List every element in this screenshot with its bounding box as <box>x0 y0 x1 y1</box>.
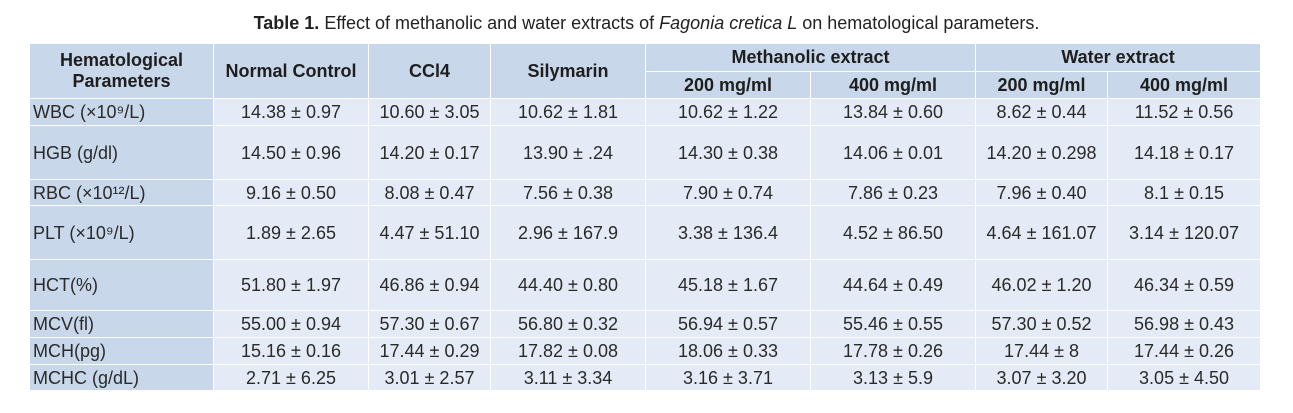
value-cell: 51.80 ± 1.97 <box>213 259 369 311</box>
parameter-cell: RBC (×10¹²/L) <box>29 179 214 206</box>
header-water-200: 200 mg/ml <box>975 71 1109 99</box>
header-ccl4: CCl4 <box>368 43 491 99</box>
value-cell: 14.30 ± 0.38 <box>645 125 811 180</box>
value-cell: 10.62 ± 1.81 <box>490 98 646 126</box>
caption-text-before: Effect of methanolic and water extracts … <box>319 13 660 33</box>
value-cell: 57.30 ± 0.67 <box>368 310 491 338</box>
value-cell: 3.38 ± 136.4 <box>645 205 811 260</box>
value-cell: 17.78 ± 0.26 <box>809 337 977 365</box>
value-cell: 44.40 ± 0.80 <box>490 259 646 311</box>
value-cell: 8.08 ± 0.47 <box>368 179 491 206</box>
value-cell: 1.89 ± 2.65 <box>213 205 369 260</box>
parameter-cell: HCT(%) <box>29 259 214 311</box>
value-cell: 14.20 ± 0.298 <box>975 125 1109 180</box>
value-cell: 14.38 ± 0.97 <box>213 98 369 126</box>
value-cell: 10.62 ± 1.22 <box>645 98 811 126</box>
value-cell: 3.11 ± 3.34 <box>490 364 646 391</box>
value-cell: 3.07 ± 3.20 <box>975 364 1109 391</box>
parameter-cell: MCV(fl) <box>29 310 214 338</box>
value-cell: 9.16 ± 0.50 <box>213 179 369 206</box>
caption-text-after: on hematological parameters. <box>797 13 1040 33</box>
value-cell: 13.90 ± .24 <box>490 125 646 180</box>
value-cell: 15.16 ± 0.16 <box>213 337 369 365</box>
value-cell: 45.18 ± 1.67 <box>645 259 811 311</box>
value-cell: 4.64 ± 161.07 <box>975 205 1109 260</box>
value-cell: 46.34 ± 0.59 <box>1107 259 1262 311</box>
value-cell: 55.46 ± 0.55 <box>809 310 977 338</box>
caption-species: Fagonia cretica L <box>659 13 798 33</box>
value-cell: 17.82 ± 0.08 <box>490 337 646 365</box>
value-cell: 4.47 ± 51.10 <box>368 205 491 260</box>
table-row: HCT(%) 51.80 ± 1.97 46.86 ± 0.94 44.40 ± 0.… <box>29 259 1262 311</box>
value-cell: 14.06 ± 0.01 <box>809 125 977 180</box>
value-cell: 2.71 ± 6.25 <box>213 364 369 391</box>
value-cell: 3.05 ± 4.50 <box>1107 364 1262 391</box>
header-hematological-parameters: Hematological Parameters <box>29 43 214 99</box>
value-cell: 14.18 ± 0.17 <box>1107 125 1262 180</box>
value-cell: 7.96 ± 0.40 <box>975 179 1109 206</box>
caption-label: Table 1. <box>253 13 320 33</box>
table-row: MCV(fl) 55.00 ± 0.94 57.30 ± 0.67 56.80 ± 0… <box>29 310 1262 338</box>
value-cell: 3.13 ± 5.9 <box>809 364 977 391</box>
value-cell: 7.56 ± 0.38 <box>490 179 646 206</box>
value-cell: 10.60 ± 3.05 <box>368 98 491 126</box>
value-cell: 8.1 ± 0.15 <box>1107 179 1262 206</box>
header-normal-control: Normal Control <box>213 43 369 99</box>
header-silymarin: Silymarin <box>490 43 646 99</box>
value-cell: 55.00 ± 0.94 <box>213 310 369 338</box>
value-cell: 3.16 ± 3.71 <box>645 364 811 391</box>
value-cell: 18.06 ± 0.33 <box>645 337 811 365</box>
table-row: WBC (×10⁹/L) 14.38 ± 0.97 10.60 ± 3.05 10.6… <box>29 98 1262 126</box>
value-cell: 44.64 ± 0.49 <box>809 259 977 311</box>
value-cell: 56.98 ± 0.43 <box>1107 310 1262 338</box>
value-cell: 13.84 ± 0.60 <box>809 98 977 126</box>
header-methanolic-200: 200 mg/ml <box>645 71 811 99</box>
value-cell: 11.52 ± 0.56 <box>1107 98 1262 126</box>
value-cell: 46.86 ± 0.94 <box>368 259 491 311</box>
parameter-cell: MCH(pg) <box>29 337 214 365</box>
value-cell: 3.01 ± 2.57 <box>368 364 491 391</box>
header-water-extract: Water extract <box>975 43 1262 72</box>
header-methanolic-400: 400 mg/ml <box>809 71 977 99</box>
value-cell: 7.86 ± 0.23 <box>809 179 977 206</box>
value-cell: 7.90 ± 0.74 <box>645 179 811 206</box>
parameter-cell: PLT (×10⁹/L) <box>29 205 214 260</box>
parameter-cell: MCHC (g/dL) <box>29 364 214 391</box>
value-cell: 17.44 ± 0.29 <box>368 337 491 365</box>
value-cell: 17.44 ± 0.26 <box>1107 337 1262 365</box>
hematology-table: Hematological Parameters Normal Control … <box>29 43 1262 391</box>
table-row: HGB (g/dl) 14.50 ± 0.96 14.20 ± 0.17 13.90 … <box>29 125 1262 180</box>
value-cell: 46.02 ± 1.20 <box>975 259 1109 311</box>
table-row: PLT (×10⁹/L) 1.89 ± 2.65 4.47 ± 51.10 2.96 … <box>29 205 1262 260</box>
value-cell: 14.50 ± 0.96 <box>213 125 369 180</box>
header-methanolic-extract: Methanolic extract <box>644 43 977 72</box>
value-cell: 56.94 ± 0.57 <box>645 310 811 338</box>
parameter-cell: HGB (g/dl) <box>29 125 214 180</box>
table-caption: Table 1. Effect of methanolic and water … <box>0 10 1293 36</box>
value-cell: 2.96 ± 167.9 <box>490 205 646 260</box>
table-row: RBC (×10¹²/L) 9.16 ± 0.50 8.08 ± 0.47 7.56 … <box>29 179 1262 206</box>
value-cell: 3.14 ± 120.07 <box>1107 205 1262 260</box>
value-cell: 57.30 ± 0.52 <box>975 310 1109 338</box>
table-row: MCHC (g/dL) 2.71 ± 6.25 3.01 ± 2.57 3.11 ± … <box>29 364 1262 391</box>
parameter-cell: WBC (×10⁹/L) <box>29 98 214 126</box>
value-cell: 17.44 ± 8 <box>975 337 1109 365</box>
value-cell: 4.52 ± 86.50 <box>809 205 977 260</box>
value-cell: 8.62 ± 0.44 <box>975 98 1109 126</box>
table-row: MCH(pg) 15.16 ± 0.16 17.44 ± 0.29 17.82 ± 0… <box>29 337 1262 365</box>
value-cell: 56.80 ± 0.32 <box>490 310 646 338</box>
header-water-400: 400 mg/ml <box>1107 71 1262 99</box>
value-cell: 14.20 ± 0.17 <box>368 125 491 180</box>
